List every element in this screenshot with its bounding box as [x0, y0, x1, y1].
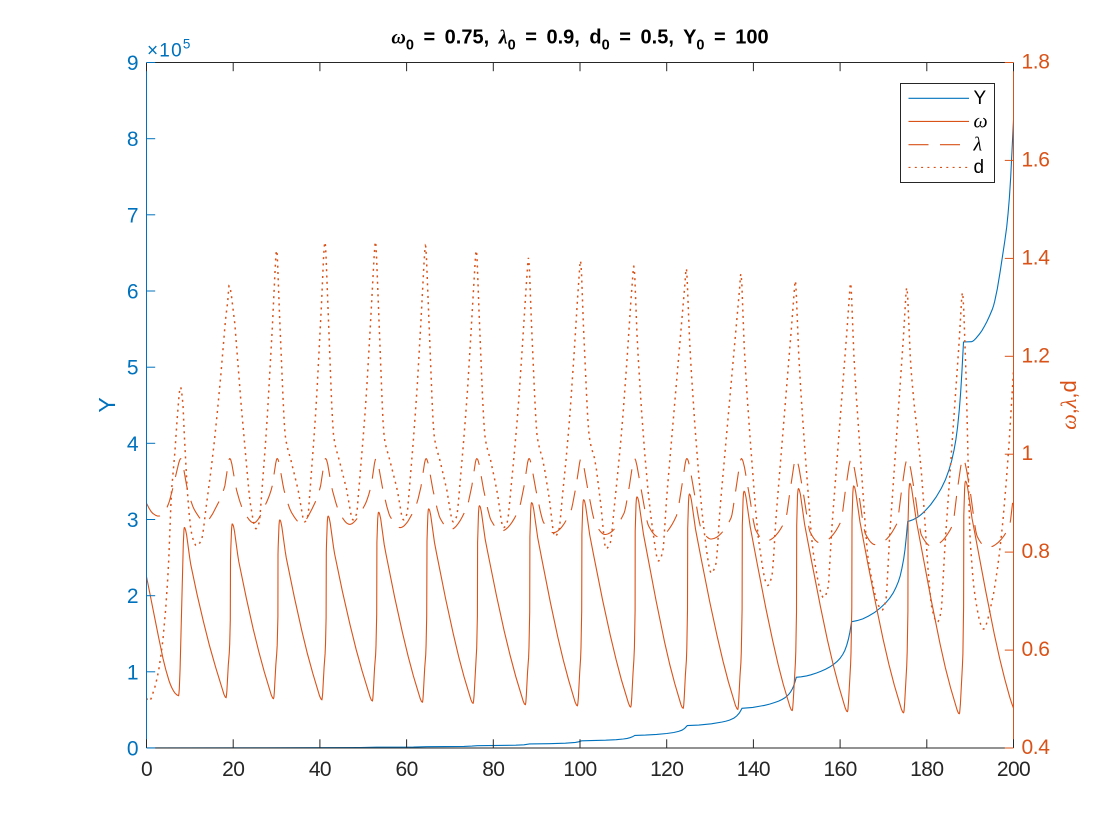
svg-text:0.4: 0.4	[1022, 736, 1051, 759]
svg-text:5: 5	[127, 357, 139, 380]
svg-text:40: 40	[309, 758, 331, 781]
svg-text:Y: Y	[94, 397, 120, 412]
svg-text:180: 180	[910, 758, 943, 781]
svg-text:9: 9	[127, 52, 139, 75]
svg-text:20: 20	[222, 758, 244, 781]
svg-text:160: 160	[823, 758, 856, 781]
svg-text:100: 100	[563, 758, 596, 781]
svg-text:λ: λ	[973, 134, 983, 156]
svg-text:1: 1	[127, 661, 139, 684]
svg-text:0: 0	[141, 758, 152, 781]
svg-text:ω: ω	[974, 110, 988, 132]
svg-text:6: 6	[127, 281, 139, 304]
svg-text:1.6: 1.6	[1022, 148, 1050, 171]
svg-text:1.4: 1.4	[1022, 246, 1051, 269]
svg-text:ω0 = 0.75, λ0 = 0.9, d0 = 0.5,: ω0 = 0.75, λ0 = 0.9, d0 = 0.5, Y0 = 100	[391, 27, 768, 54]
svg-text:1: 1	[1022, 442, 1033, 465]
svg-text:8: 8	[127, 128, 139, 151]
svg-text:0.8: 0.8	[1022, 540, 1050, 563]
svg-text:120: 120	[650, 758, 683, 781]
svg-text:4: 4	[127, 433, 139, 456]
svg-text:2: 2	[127, 585, 139, 608]
svg-text:200: 200	[997, 758, 1030, 781]
svg-text:0.6: 0.6	[1022, 638, 1050, 661]
svg-text:7: 7	[127, 204, 139, 227]
svg-text:140: 140	[737, 758, 770, 781]
svg-text:80: 80	[482, 758, 504, 781]
svg-text:3: 3	[127, 509, 139, 532]
svg-text:0: 0	[127, 738, 139, 761]
svg-text:60: 60	[396, 758, 418, 781]
svg-text:1.8: 1.8	[1022, 51, 1050, 74]
svg-text:1.2: 1.2	[1022, 344, 1050, 367]
svg-text:Y: Y	[974, 88, 987, 109]
svg-text:ω,λ,d: ω,λ,d	[1056, 380, 1081, 430]
svg-text:d: d	[974, 157, 985, 178]
